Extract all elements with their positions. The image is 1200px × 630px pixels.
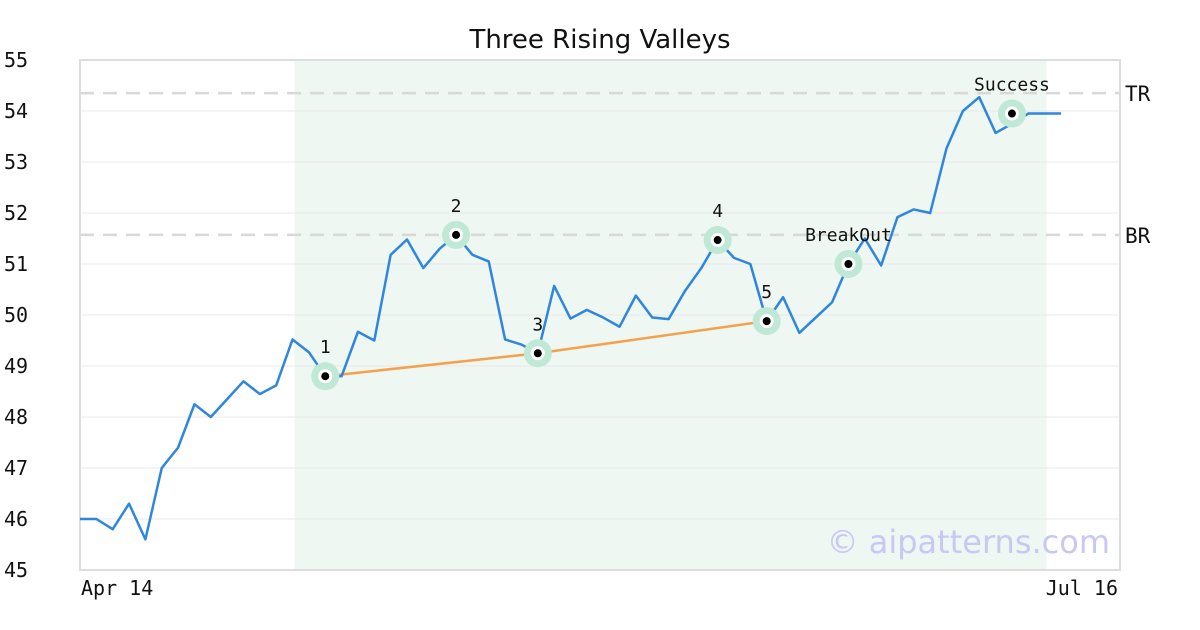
point-label-1: 1 bbox=[320, 337, 331, 358]
point-label-3: 3 bbox=[532, 314, 543, 335]
y-tick-label: 45 bbox=[4, 558, 28, 582]
pattern-point-2: 2 bbox=[442, 196, 471, 249]
y-tick-label: 54 bbox=[4, 99, 28, 123]
level-label-tr: TR bbox=[1125, 82, 1151, 106]
point-dot bbox=[762, 317, 771, 326]
point-label-4: 4 bbox=[712, 201, 723, 222]
pattern-point-3: 3 bbox=[523, 314, 552, 368]
pattern-point-1: 1 bbox=[311, 337, 340, 391]
y-tick-label: 46 bbox=[4, 507, 28, 531]
point-dot bbox=[452, 230, 461, 239]
x-tick-label-start: Apr 14 bbox=[81, 576, 153, 600]
chart-title: Three Rising Valleys bbox=[468, 25, 730, 55]
level-label-br: BR bbox=[1125, 224, 1151, 248]
y-tick-label: 48 bbox=[4, 405, 28, 429]
point-dot bbox=[321, 372, 330, 381]
y-tick-label: 50 bbox=[4, 303, 28, 327]
pattern-point-4: 4 bbox=[703, 201, 732, 255]
y-tick-label: 47 bbox=[4, 456, 28, 480]
point-label-5: 5 bbox=[761, 282, 772, 303]
level-lines: TR BR bbox=[80, 82, 1151, 248]
x-tick-label-end: Jul 16 bbox=[1046, 576, 1118, 600]
y-tick-label: 55 bbox=[4, 48, 28, 72]
point-label-2: 2 bbox=[451, 196, 462, 217]
pattern-point-breakout: BreakOut bbox=[805, 225, 892, 278]
x-axis-ticks: Apr 14 Jul 16 bbox=[81, 576, 1118, 600]
y-tick-label: 53 bbox=[4, 150, 28, 174]
point-label-breakout: BreakOut bbox=[805, 225, 892, 246]
watermark: © aipatterns.com bbox=[827, 523, 1110, 561]
pattern-points: 1 2 3 4 5 BreakOut Success bbox=[311, 75, 1050, 391]
y-tick-label: 52 bbox=[4, 201, 28, 225]
plot-frame bbox=[79, 59, 1121, 571]
price-series-line bbox=[80, 95, 1061, 541]
pattern-point-success: Success bbox=[974, 75, 1050, 128]
pattern-point-5: 5 bbox=[752, 282, 781, 336]
point-label-success: Success bbox=[974, 75, 1050, 96]
point-dot bbox=[533, 349, 542, 358]
point-dot bbox=[844, 260, 853, 268]
y-tick-label: 49 bbox=[4, 354, 28, 378]
point-dot bbox=[1007, 109, 1016, 118]
y-axis-ticks: 45 46 47 48 49 50 51 52 53 54 55 bbox=[4, 48, 28, 582]
y-tick-label: 51 bbox=[4, 252, 28, 276]
point-dot bbox=[713, 236, 722, 245]
